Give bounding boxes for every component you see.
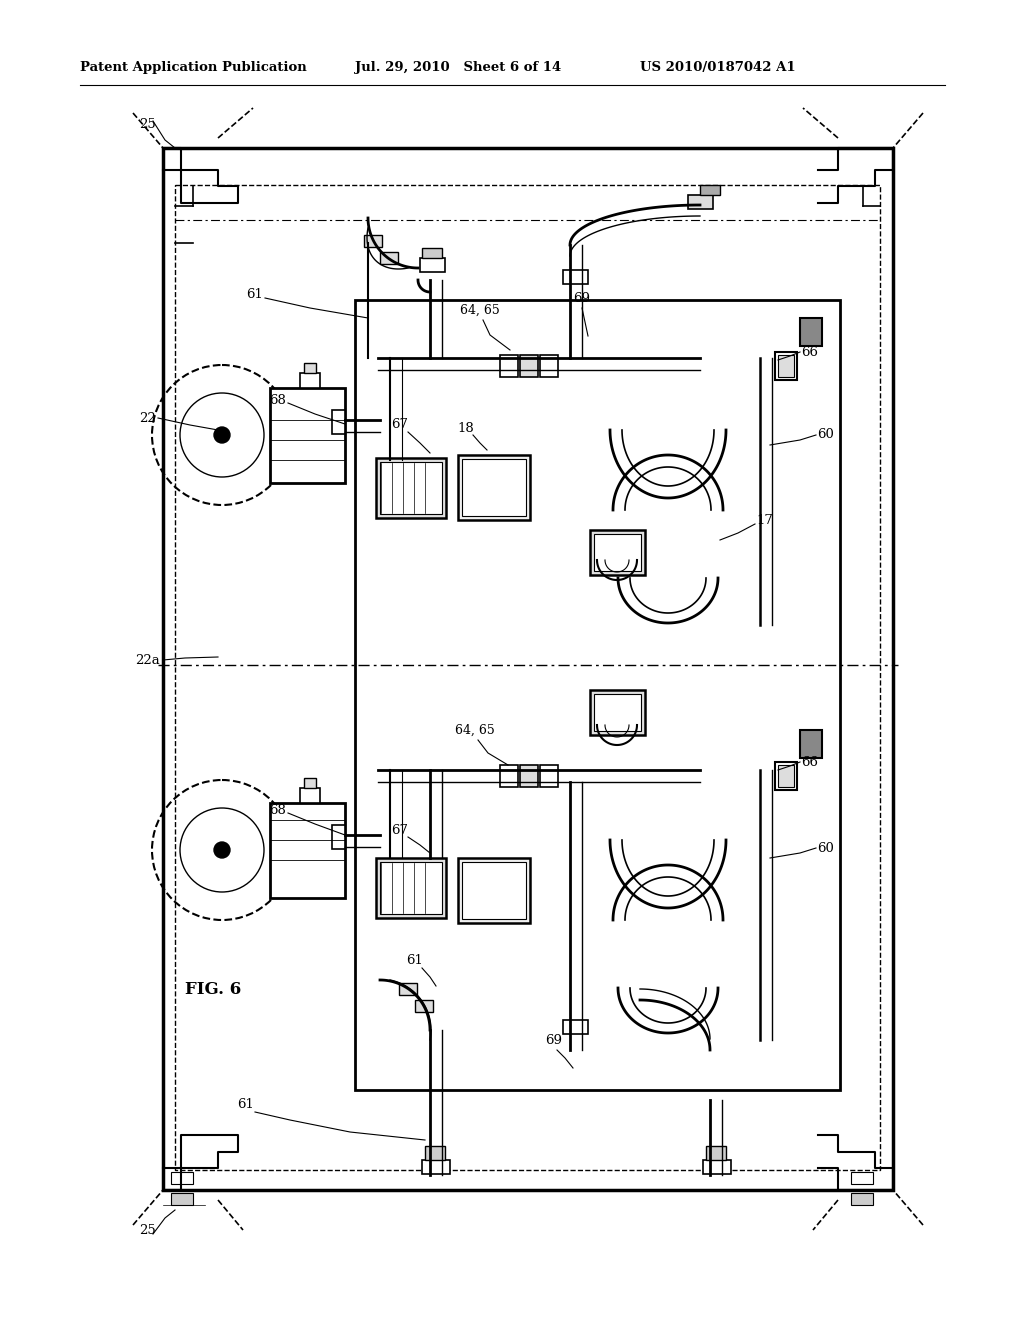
- Bar: [800, 318, 822, 346]
- Bar: [706, 1146, 726, 1160]
- Text: 64, 65: 64, 65: [455, 723, 495, 737]
- Bar: [332, 411, 345, 434]
- Bar: [462, 459, 526, 516]
- Text: 67: 67: [391, 418, 409, 432]
- Bar: [594, 535, 641, 572]
- Text: 22: 22: [139, 412, 157, 425]
- Text: 66: 66: [802, 346, 818, 359]
- Text: 64, 65: 64, 65: [460, 304, 500, 317]
- Text: 25: 25: [138, 119, 156, 132]
- Bar: [304, 363, 316, 374]
- Bar: [376, 458, 446, 517]
- Bar: [775, 352, 797, 380]
- Bar: [300, 788, 319, 803]
- Text: 67: 67: [391, 824, 409, 837]
- Bar: [332, 825, 345, 849]
- Text: 68: 68: [269, 393, 287, 407]
- Text: 17: 17: [757, 513, 773, 527]
- Bar: [500, 355, 518, 378]
- Text: Patent Application Publication: Patent Application Publication: [80, 62, 307, 74]
- Bar: [380, 462, 442, 513]
- Text: 69: 69: [546, 1034, 562, 1047]
- Bar: [415, 1001, 433, 1012]
- Bar: [422, 248, 442, 257]
- Bar: [270, 388, 345, 483]
- Bar: [458, 455, 530, 520]
- Text: FIG. 6: FIG. 6: [185, 982, 242, 998]
- Text: 61: 61: [407, 953, 424, 966]
- Text: 61: 61: [238, 1098, 254, 1111]
- Bar: [800, 730, 822, 758]
- Bar: [563, 271, 588, 284]
- Bar: [376, 858, 446, 917]
- Bar: [462, 862, 526, 919]
- Bar: [594, 694, 641, 731]
- Bar: [520, 355, 538, 378]
- Bar: [422, 1160, 450, 1173]
- Text: 68: 68: [269, 804, 287, 817]
- Bar: [425, 1146, 445, 1160]
- Bar: [304, 777, 316, 788]
- Text: 60: 60: [817, 842, 835, 854]
- Bar: [851, 1172, 873, 1184]
- Bar: [500, 766, 518, 787]
- Bar: [520, 766, 538, 787]
- Text: 60: 60: [817, 429, 835, 441]
- Bar: [399, 983, 417, 995]
- Bar: [420, 257, 445, 272]
- Circle shape: [214, 842, 230, 858]
- Text: 25: 25: [138, 1224, 156, 1237]
- Bar: [778, 355, 794, 378]
- Bar: [300, 374, 319, 388]
- Circle shape: [214, 426, 230, 444]
- Bar: [355, 300, 840, 1090]
- Bar: [703, 1160, 731, 1173]
- Bar: [380, 862, 442, 913]
- Bar: [563, 1020, 588, 1034]
- Bar: [270, 803, 345, 898]
- Bar: [175, 185, 880, 1170]
- Bar: [458, 858, 530, 923]
- Bar: [380, 252, 398, 264]
- Bar: [778, 766, 794, 787]
- Text: Jul. 29, 2010   Sheet 6 of 14: Jul. 29, 2010 Sheet 6 of 14: [355, 62, 561, 74]
- Bar: [700, 185, 720, 195]
- Bar: [590, 690, 645, 735]
- Bar: [171, 1193, 193, 1205]
- Bar: [540, 355, 558, 378]
- Bar: [364, 235, 382, 247]
- Bar: [171, 1172, 193, 1184]
- Text: 69: 69: [573, 292, 591, 305]
- Text: 66: 66: [802, 755, 818, 768]
- Bar: [688, 195, 713, 209]
- Bar: [851, 1193, 873, 1205]
- Bar: [590, 531, 645, 576]
- Bar: [775, 762, 797, 789]
- Text: US 2010/0187042 A1: US 2010/0187042 A1: [640, 62, 796, 74]
- Bar: [163, 148, 893, 1191]
- Bar: [540, 766, 558, 787]
- Text: 18: 18: [458, 421, 474, 434]
- Text: 61: 61: [247, 289, 263, 301]
- Text: 22a: 22a: [135, 653, 161, 667]
